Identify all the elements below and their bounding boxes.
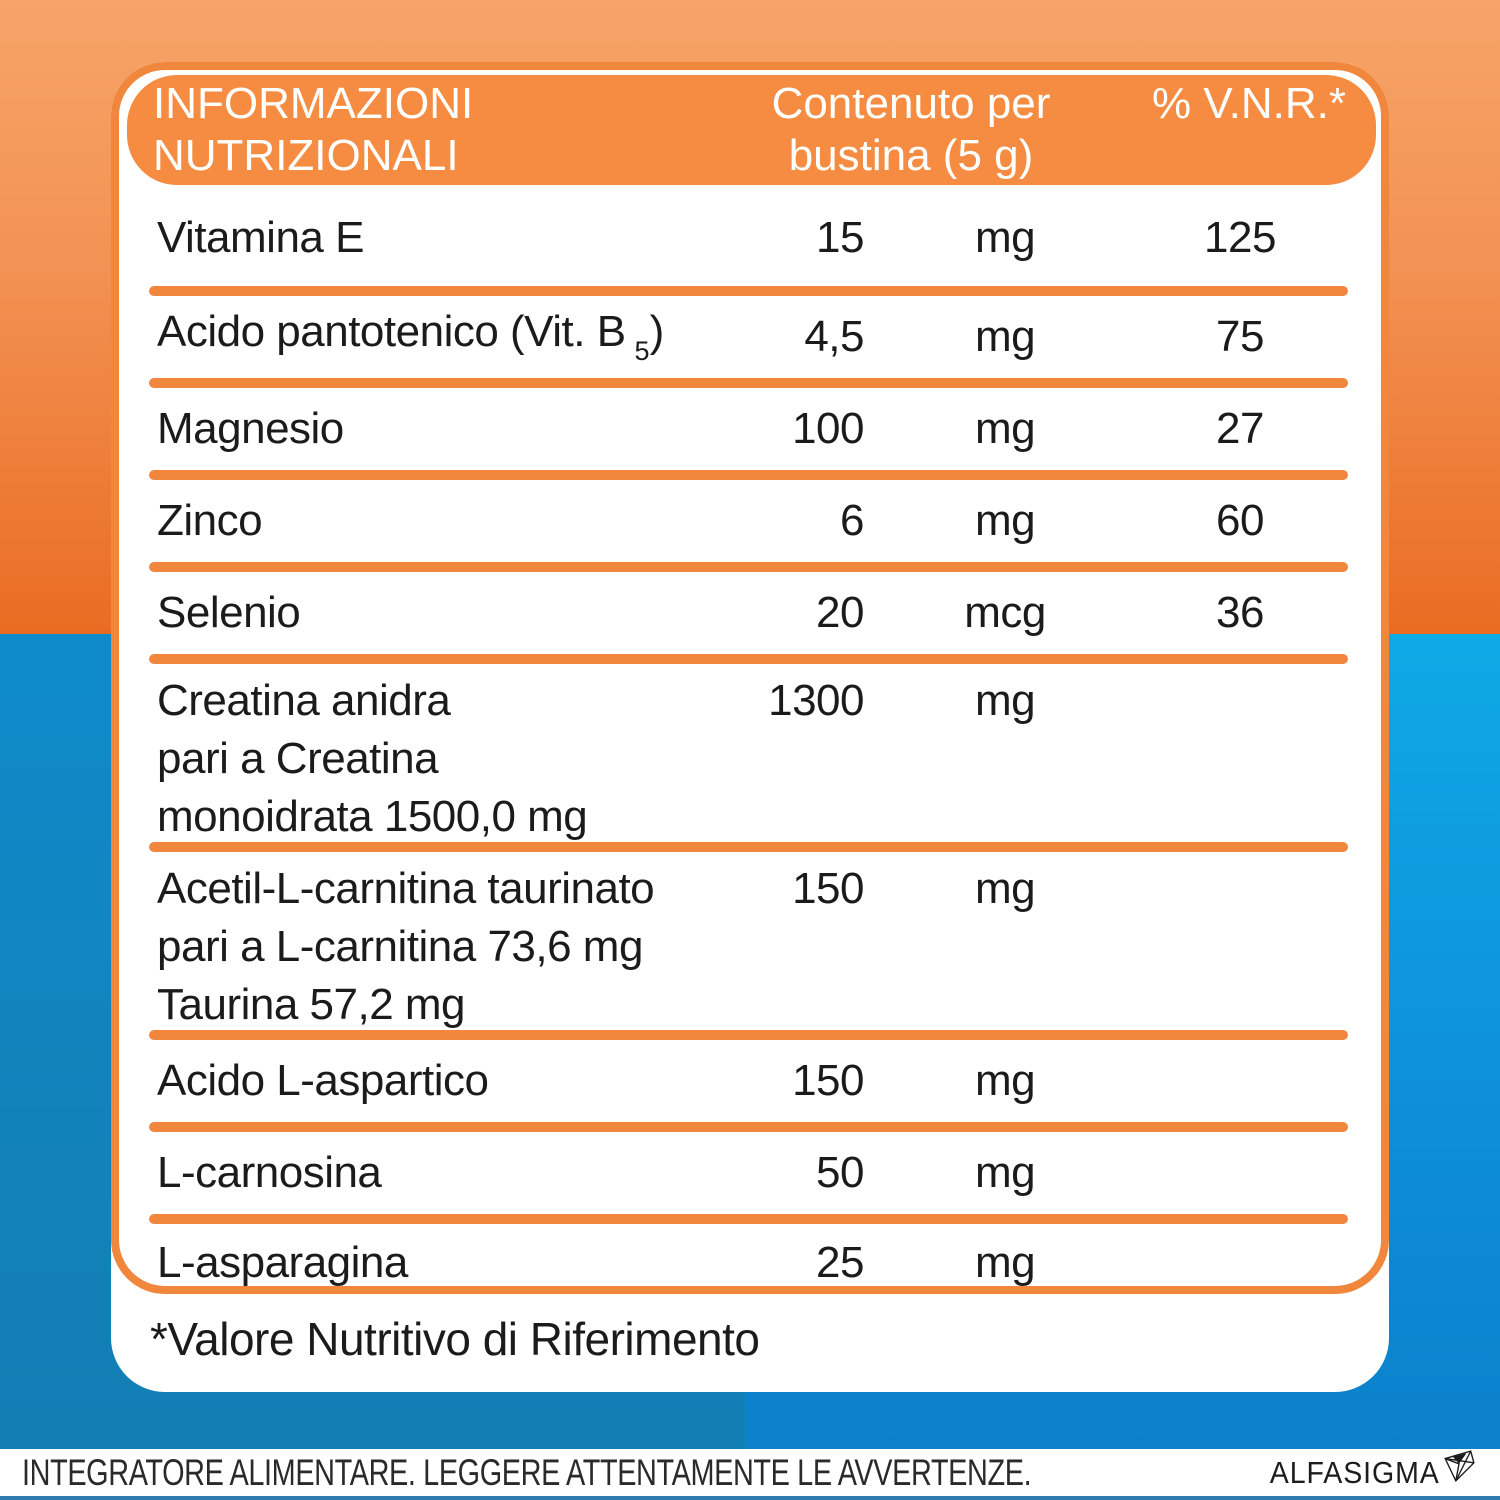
row-separator bbox=[149, 1030, 1348, 1040]
nutrient-vnr: 36 bbox=[1216, 588, 1264, 637]
table-row: L-asparagina 25 mg bbox=[127, 1224, 1373, 1287]
row-separator bbox=[149, 654, 1348, 664]
row-separator bbox=[149, 1214, 1348, 1224]
table-row: Vitamina E 15 mg 125 bbox=[127, 190, 1373, 286]
table-row: Creatina anidra pari a Creatina monoidrata… bbox=[127, 664, 1373, 842]
nutrient-vnr: 60 bbox=[1216, 496, 1264, 545]
nutrient-amount: 150 bbox=[792, 1056, 864, 1105]
nutrient-unit: mcg bbox=[964, 588, 1046, 637]
column-header-content-line2: bustina (5 g) bbox=[788, 131, 1034, 180]
nutrient-unit: mg bbox=[974, 1056, 1036, 1105]
column-header-content: Contenuto per bustina (5 g) bbox=[701, 78, 1121, 182]
nutrient-name: Vitamina E bbox=[157, 213, 364, 262]
footer-bar: INTEGRATORE ALIMENTARE. LEGGERE ATTENTAM… bbox=[0, 1449, 1500, 1496]
nutrient-amount: 15 bbox=[816, 213, 864, 262]
column-header-vnr: % V.N.R.* bbox=[1151, 79, 1346, 128]
nutrient-name: L-carnosina bbox=[157, 1148, 382, 1197]
nutrient-name: Acetil-L-carnitina taurinato pari a L-car… bbox=[157, 864, 655, 1029]
nutrient-amount: 25 bbox=[816, 1238, 864, 1287]
row-separator bbox=[149, 562, 1348, 572]
vnr-footnote: *Valore Nutritivo di Riferimento bbox=[150, 1313, 760, 1365]
alfasigma-tetrahedron-logo bbox=[1444, 1449, 1475, 1482]
nutrient-name: Acido L-aspartico bbox=[157, 1056, 489, 1105]
table-row: Acido L-aspartico 150 mg bbox=[127, 1040, 1373, 1122]
table-row: Zinco 6 mg 60 bbox=[127, 480, 1373, 562]
nutrient-name: Selenio bbox=[157, 588, 301, 637]
nutrient-unit: mg bbox=[974, 864, 1036, 913]
nutrient-name: L-asparagina bbox=[157, 1238, 408, 1287]
table-row: Magnesio 100 mg 27 bbox=[127, 388, 1373, 470]
nutrient-amount: 100 bbox=[792, 404, 864, 453]
table-row: L-carnosina 50 mg bbox=[127, 1132, 1373, 1214]
row-separator bbox=[149, 842, 1348, 852]
nutrition-table: INFORMAZIONI NUTRIZIONALI Contenuto per … bbox=[111, 62, 1389, 1294]
row-separator bbox=[149, 470, 1348, 480]
table-title-line2: NUTRIZIONALI bbox=[153, 131, 459, 180]
table-row: Selenio 20 mcg 36 bbox=[127, 572, 1373, 654]
brand-block: ALFASIGMA bbox=[1255, 1449, 1476, 1496]
nutrient-amount: 1300 bbox=[768, 676, 864, 725]
legal-notice: INTEGRATORE ALIMENTARE. LEGGERE ATTENTAM… bbox=[22, 1451, 1032, 1493]
nutrient-unit: mg bbox=[974, 1148, 1036, 1197]
nutrient-vnr: 125 bbox=[1204, 213, 1276, 262]
row-separator bbox=[149, 378, 1348, 388]
nutrient-amount: 20 bbox=[816, 588, 864, 637]
nutrient-unit: mg bbox=[974, 1238, 1036, 1287]
nutrient-name: Acido pantotenico (Vit. B 5) bbox=[157, 307, 664, 366]
nutrient-name: Magnesio bbox=[157, 404, 344, 453]
nutrient-unit: mg bbox=[974, 404, 1036, 453]
nutrient-name: Zinco bbox=[157, 496, 263, 545]
nutrient-amount: 4,5 bbox=[804, 312, 864, 361]
nutrient-amount: 6 bbox=[840, 496, 864, 545]
bottom-blue-strip bbox=[0, 1496, 1500, 1500]
nutrient-vnr: 75 bbox=[1216, 312, 1264, 361]
table-title-line1: INFORMAZIONI bbox=[153, 79, 474, 128]
nutrient-amount: 150 bbox=[792, 864, 864, 913]
row-separator bbox=[149, 286, 1348, 296]
nutrient-amount: 50 bbox=[816, 1148, 864, 1197]
nutrient-unit: mg bbox=[974, 496, 1036, 545]
nutrient-name: Creatina anidra pari a Creatina monoidrata… bbox=[157, 676, 588, 841]
nutrition-card: INFORMAZIONI NUTRIZIONALI Contenuto per … bbox=[111, 62, 1389, 1392]
table-row: Acetil-L-carnitina taurinato pari a L-car… bbox=[127, 852, 1373, 1030]
row-separator bbox=[149, 1122, 1348, 1132]
nutrient-vnr: 27 bbox=[1216, 404, 1264, 453]
nutrient-unit: mg bbox=[974, 676, 1036, 725]
table-title: INFORMAZIONI NUTRIZIONALI bbox=[153, 78, 701, 182]
nutrient-unit: mg bbox=[974, 213, 1036, 262]
table-row: Acido pantotenico (Vit. B 5) 4,5 mg 75 bbox=[127, 296, 1373, 378]
brand-name: ALFASIGMA bbox=[1270, 1454, 1440, 1490]
table-header: INFORMAZIONI NUTRIZIONALI Contenuto per … bbox=[127, 75, 1376, 185]
table-rows: Vitamina E 15 mg 125 Acido pantotenico (Vit.… bbox=[127, 190, 1373, 1286]
column-header-content-line1: Contenuto per bbox=[771, 79, 1051, 128]
nutrient-unit: mg bbox=[974, 312, 1036, 361]
